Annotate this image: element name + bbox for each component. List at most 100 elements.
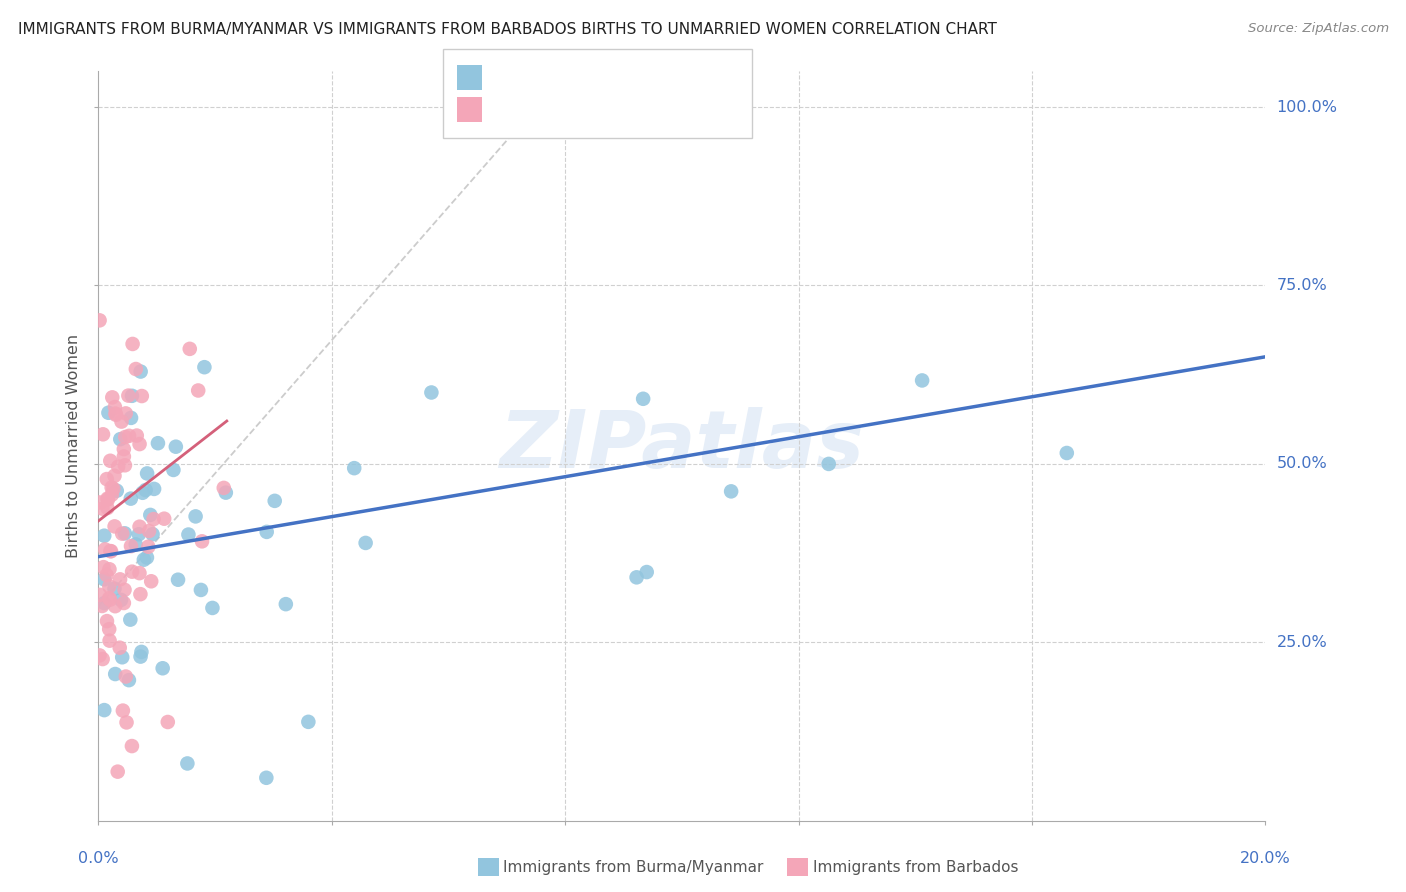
- Point: [193, 360, 215, 375]
- Point: [96, 568, 118, 582]
- Point: [420, 385, 443, 400]
- Point: [112, 596, 135, 610]
- Text: 50.0%: 50.0%: [1277, 457, 1327, 471]
- Text: 20.0%: 20.0%: [1240, 851, 1291, 866]
- Point: [98, 591, 121, 606]
- Point: [128, 566, 150, 581]
- Point: [111, 650, 134, 665]
- Point: [256, 524, 278, 539]
- Text: ZIPatlas: ZIPatlas: [499, 407, 865, 485]
- Text: Immigrants from Burma/Myanmar: Immigrants from Burma/Myanmar: [503, 860, 763, 874]
- Point: [274, 597, 297, 611]
- Point: [107, 459, 129, 474]
- Point: [720, 484, 742, 499]
- Point: [120, 410, 142, 425]
- Point: [135, 483, 157, 497]
- Point: [142, 512, 165, 526]
- Point: [98, 579, 121, 593]
- Point: [201, 601, 224, 615]
- Point: [100, 544, 122, 558]
- Text: 100.0%: 100.0%: [1277, 100, 1337, 114]
- Point: [636, 565, 658, 579]
- Point: [98, 633, 121, 648]
- Point: [121, 389, 143, 403]
- Point: [125, 537, 148, 551]
- Point: [128, 519, 150, 533]
- Point: [104, 519, 127, 533]
- Point: [817, 457, 839, 471]
- Point: [177, 527, 200, 541]
- Point: [93, 596, 115, 610]
- Point: [190, 582, 212, 597]
- Point: [91, 501, 114, 516]
- Text: Source: ZipAtlas.com: Source: ZipAtlas.com: [1249, 22, 1389, 36]
- Point: [911, 373, 934, 387]
- Point: [103, 582, 125, 596]
- Point: [146, 436, 169, 450]
- Point: [129, 365, 152, 379]
- Point: [136, 467, 159, 481]
- Point: [129, 649, 152, 664]
- Point: [110, 415, 132, 429]
- Point: [215, 485, 238, 500]
- Point: [132, 552, 155, 566]
- Point: [112, 450, 135, 464]
- Point: [187, 384, 209, 398]
- Point: [121, 337, 143, 351]
- Point: [104, 599, 127, 614]
- Point: [131, 485, 153, 500]
- Point: [93, 572, 115, 586]
- Point: [98, 592, 121, 607]
- Point: [117, 389, 139, 403]
- Point: [297, 714, 319, 729]
- Point: [114, 458, 136, 473]
- Point: [89, 588, 111, 602]
- Point: [131, 645, 153, 659]
- Text: R = 0.227    N = 74: R = 0.227 N = 74: [496, 101, 681, 119]
- Point: [191, 534, 214, 549]
- Point: [104, 400, 127, 414]
- Point: [98, 622, 121, 636]
- Point: [94, 542, 117, 557]
- Point: [343, 461, 366, 475]
- Point: [108, 573, 131, 587]
- Point: [89, 313, 111, 327]
- Point: [108, 640, 131, 655]
- Point: [118, 429, 141, 443]
- Point: [131, 389, 153, 403]
- Point: [96, 491, 118, 506]
- Point: [631, 392, 654, 406]
- Point: [120, 613, 142, 627]
- Point: [96, 614, 118, 628]
- Point: [120, 491, 142, 506]
- Text: IMMIGRANTS FROM BURMA/MYANMAR VS IMMIGRANTS FROM BARBADOS BIRTHS TO UNMARRIED WO: IMMIGRANTS FROM BURMA/MYANMAR VS IMMIGRA…: [18, 22, 997, 37]
- Point: [89, 495, 111, 509]
- Point: [254, 771, 277, 785]
- Point: [89, 648, 111, 663]
- Point: [114, 582, 136, 597]
- Point: [125, 428, 148, 442]
- Point: [184, 509, 207, 524]
- Point: [110, 593, 132, 607]
- Point: [136, 550, 159, 565]
- Point: [97, 406, 120, 420]
- Point: [118, 673, 141, 687]
- Point: [101, 390, 124, 404]
- Text: 25.0%: 25.0%: [1277, 635, 1327, 649]
- Point: [96, 472, 118, 486]
- Point: [91, 599, 114, 613]
- Point: [156, 714, 179, 729]
- Point: [128, 437, 150, 451]
- Point: [107, 764, 129, 779]
- Point: [121, 739, 143, 753]
- Text: 75.0%: 75.0%: [1277, 278, 1327, 293]
- Point: [105, 483, 128, 498]
- Point: [110, 432, 132, 446]
- Point: [111, 704, 134, 718]
- Point: [212, 481, 235, 495]
- Point: [100, 481, 122, 495]
- Point: [114, 669, 136, 683]
- Point: [128, 527, 150, 541]
- Point: [263, 493, 285, 508]
- Point: [114, 526, 136, 541]
